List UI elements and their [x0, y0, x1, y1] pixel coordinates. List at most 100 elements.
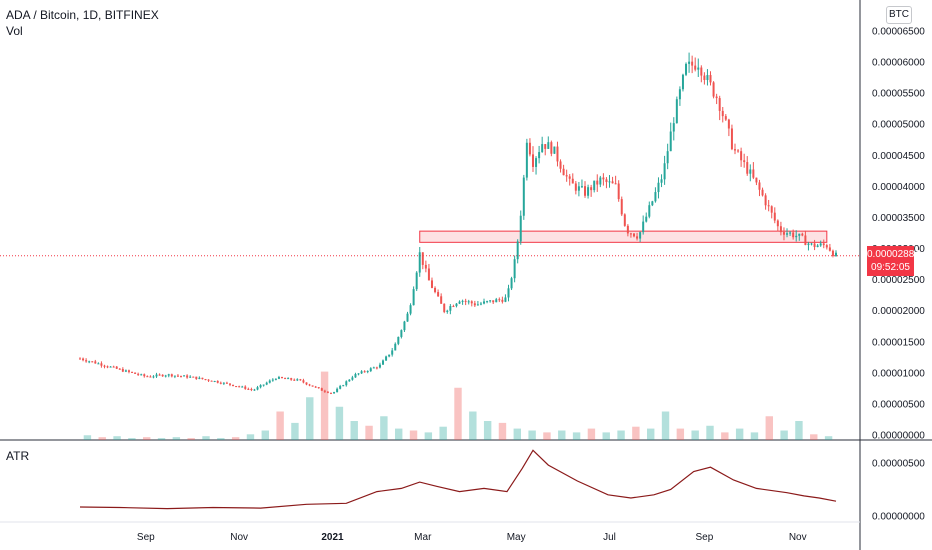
- volume-bar: [439, 426, 447, 440]
- candle-body: [186, 375, 189, 378]
- bar-countdown: 09:52:05: [871, 262, 910, 273]
- candle-body: [189, 376, 192, 378]
- candle-body: [201, 377, 204, 380]
- candle-body: [342, 385, 345, 387]
- candle-body: [115, 366, 118, 369]
- candle-body: [336, 388, 339, 393]
- volume-bar: [602, 432, 610, 440]
- candle-body: [305, 382, 308, 385]
- candle-body: [580, 186, 583, 188]
- candle-body: [192, 376, 195, 378]
- candle-body: [483, 301, 486, 304]
- candle-body: [825, 245, 828, 248]
- candle-body: [663, 163, 666, 180]
- candle-body: [357, 373, 360, 375]
- candle-body: [400, 330, 403, 337]
- volume-bar: [824, 436, 833, 440]
- y-tick-label: 0.00005000: [872, 120, 925, 131]
- candle-body: [382, 360, 385, 365]
- candle-body: [259, 385, 262, 388]
- candle-body: [452, 306, 455, 308]
- candle-body: [323, 390, 326, 392]
- candle-body: [550, 142, 553, 154]
- candle-body: [213, 380, 216, 382]
- volume-bar: [143, 437, 151, 440]
- candle-body: [100, 363, 103, 366]
- volume-bar: [528, 430, 536, 440]
- candle-body: [109, 366, 112, 368]
- candle-body: [611, 181, 614, 184]
- y-tick-label: 0.00004000: [872, 182, 925, 193]
- candle-body: [761, 189, 764, 196]
- volume-bars: [83, 371, 833, 440]
- volume-bar: [113, 436, 121, 440]
- candle-body: [262, 384, 265, 386]
- candle-body: [394, 343, 397, 351]
- candle-body: [385, 356, 388, 361]
- atr-pane: [79, 449, 837, 510]
- candle-body: [180, 375, 183, 377]
- symbol-title[interactable]: ADA / Bitcoin, 1D, BITFINEX: [6, 8, 159, 22]
- candle-body: [271, 379, 274, 381]
- candle-body: [210, 380, 213, 382]
- candle-body: [161, 374, 164, 377]
- candle-body: [746, 162, 749, 174]
- volume-bar: [676, 428, 685, 440]
- axes: 0.00000000 0.00000500 0.00001000 0.00001500…: [137, 27, 925, 544]
- volume-bar: [632, 426, 640, 440]
- candle-body: [427, 268, 430, 281]
- volume-bar: [350, 421, 358, 440]
- candle-body: [124, 370, 127, 372]
- candle-body: [284, 378, 287, 380]
- candle-body: [577, 186, 580, 191]
- volume-bar: [661, 411, 670, 440]
- candle-body: [121, 369, 124, 372]
- candle-body: [369, 368, 372, 372]
- last-price-value: 0.00002884: [867, 249, 920, 260]
- atr-label[interactable]: ATR: [6, 449, 30, 463]
- volume-bar: [750, 432, 759, 440]
- candle-body: [516, 241, 519, 260]
- candle-body: [507, 288, 510, 298]
- candle-body: [718, 98, 721, 111]
- candle-body: [651, 201, 654, 206]
- volume-bar: [721, 432, 729, 440]
- candle-body: [256, 387, 259, 390]
- candle-body: [207, 379, 210, 381]
- candle-body: [449, 306, 452, 311]
- volume-bar: [306, 397, 314, 440]
- candle-body: [519, 215, 522, 242]
- candle-body: [118, 368, 121, 370]
- candle-body: [467, 301, 470, 303]
- candle-body: [388, 354, 391, 357]
- candle-body: [82, 358, 85, 361]
- volume-label[interactable]: Vol: [6, 24, 23, 38]
- y-tick-label: 0.00001500: [872, 337, 925, 348]
- y-tick-label: 0.00001000: [872, 368, 925, 379]
- candle-body: [792, 232, 795, 238]
- candle-body: [195, 376, 198, 379]
- candle-body: [703, 75, 706, 80]
- candle-body: [268, 380, 271, 383]
- candle-body: [164, 375, 167, 377]
- volume-bar: [83, 435, 92, 440]
- candle-body: [421, 252, 424, 265]
- candle-body: [700, 67, 703, 76]
- candle-body: [131, 371, 134, 373]
- candle-body: [743, 160, 746, 163]
- volume-bar: [647, 428, 655, 440]
- candle-body: [446, 310, 449, 312]
- candle-body: [685, 63, 688, 75]
- currency-badge[interactable]: BTC: [886, 6, 912, 24]
- candle-body: [222, 382, 225, 384]
- volume-bar: [424, 432, 433, 440]
- atr-y-tick-label: 0.00000500: [872, 459, 925, 470]
- candle-body: [678, 89, 681, 100]
- volume-bar: [735, 428, 744, 440]
- candle-body: [492, 300, 495, 303]
- last-price-tag: 0.00002884 09:52:05: [867, 246, 920, 276]
- candle-body: [299, 379, 302, 381]
- candle-body: [225, 382, 228, 384]
- candle-body: [779, 226, 782, 233]
